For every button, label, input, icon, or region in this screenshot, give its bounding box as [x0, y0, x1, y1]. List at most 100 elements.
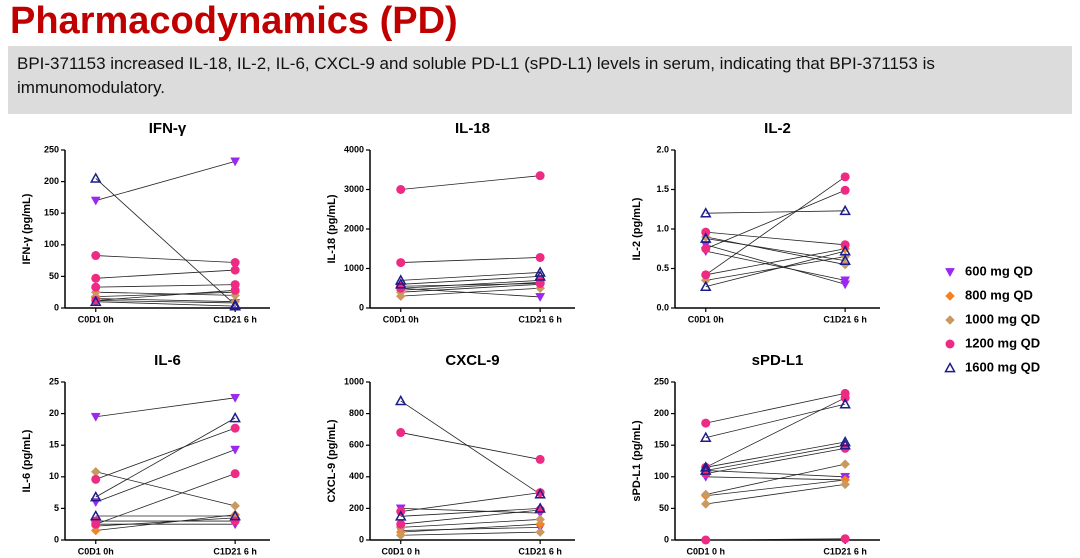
legend-label: 600 mg QD — [965, 263, 1033, 278]
pair-line — [95, 291, 236, 298]
point — [840, 240, 850, 250]
pair-line — [400, 523, 541, 533]
point — [230, 257, 240, 267]
pair-line — [705, 392, 846, 424]
pair-line — [705, 447, 846, 475]
point — [535, 293, 546, 302]
point — [230, 516, 240, 526]
y-tick-label: 0 — [54, 534, 59, 544]
point — [230, 445, 241, 455]
pair-line — [400, 508, 541, 517]
x-tick-label: C0D1 0h — [688, 314, 724, 324]
point — [839, 204, 851, 216]
pair-line — [705, 238, 846, 261]
legend-marker — [944, 361, 956, 373]
pair-line — [95, 417, 236, 498]
legend-label: 1000 mg QD — [965, 311, 1040, 326]
point — [91, 474, 101, 484]
pair-line — [95, 514, 236, 531]
point — [535, 527, 546, 537]
pair-line — [95, 178, 236, 306]
x-tick-label: C1D21 6 h — [823, 546, 867, 556]
y-tick-label: 0.0 — [656, 302, 669, 312]
legend-marker — [945, 291, 955, 301]
y-tick-label: 50 — [49, 271, 59, 281]
y-tick-label: 400 — [349, 471, 364, 481]
point — [699, 232, 712, 243]
point — [701, 418, 711, 428]
point — [701, 535, 711, 545]
pair-line — [95, 291, 236, 296]
x-tick-label: C0D1 0h — [78, 314, 114, 324]
pair-line — [705, 463, 846, 495]
y-tick-label: 1.0 — [656, 223, 669, 233]
point — [90, 412, 101, 422]
pair-line — [705, 403, 846, 439]
pair-line — [400, 531, 541, 536]
point — [394, 278, 407, 289]
pair-line — [400, 283, 541, 293]
pair-line — [705, 479, 846, 497]
point — [701, 270, 711, 280]
y-tick-label: 50 — [659, 503, 669, 513]
y-tick-label: 800 — [349, 408, 364, 418]
pair-line — [95, 471, 236, 507]
point — [395, 530, 406, 541]
pair-line — [400, 287, 541, 297]
point — [89, 490, 102, 502]
point — [535, 252, 545, 262]
point — [230, 501, 241, 511]
pair-line — [705, 444, 846, 471]
pair-line — [95, 427, 236, 480]
point — [840, 534, 850, 544]
y-axis-label: CXCL-9 (pg/mL) — [326, 419, 338, 502]
pair-line — [95, 300, 236, 304]
legend-label: 800 mg QD — [965, 287, 1033, 302]
point — [230, 469, 240, 479]
pair-line — [705, 189, 846, 250]
pair-line — [400, 272, 541, 281]
legend-marker — [945, 339, 955, 349]
point — [535, 454, 545, 464]
point — [394, 394, 407, 406]
point — [840, 172, 850, 182]
point — [699, 207, 712, 218]
y-tick-label: 2000 — [344, 223, 364, 233]
point — [534, 266, 546, 277]
y-tick-label: 150 — [654, 440, 669, 450]
point — [840, 459, 851, 470]
point — [89, 509, 102, 521]
y-tick-label: 0.5 — [656, 263, 669, 273]
pair-line — [705, 231, 846, 246]
point — [89, 295, 102, 307]
y-axis-label: sPD-L1 (pg/mL) — [631, 420, 643, 502]
pair-line — [400, 283, 541, 287]
x-tick-label: C1D21 6 h — [213, 314, 257, 324]
y-tick-label: 200 — [349, 503, 364, 513]
point — [91, 273, 101, 283]
pair-line — [705, 250, 846, 281]
legend-label: 1200 mg QD — [965, 335, 1040, 350]
y-tick-label: 200 — [654, 408, 669, 418]
y-tick-label: 0 — [664, 534, 669, 544]
point — [396, 185, 406, 194]
pair-line — [705, 248, 846, 276]
pair-line — [400, 279, 541, 289]
point — [396, 258, 406, 268]
pair-line — [400, 175, 541, 190]
pair-line — [705, 470, 846, 478]
point — [91, 282, 101, 292]
point — [230, 285, 240, 295]
point — [229, 411, 241, 423]
pair-line — [400, 257, 541, 263]
description: BPI-371153 increased IL-18, IL-2, IL-6, … — [8, 46, 1072, 114]
y-tick-label: 600 — [349, 440, 364, 450]
x-tick-label: C1D21 6 h — [518, 546, 562, 556]
y-tick-label: 4000 — [344, 144, 364, 154]
pair-line — [95, 284, 236, 288]
pair-line — [400, 492, 541, 512]
point — [840, 479, 851, 490]
pair-line — [705, 236, 846, 265]
point — [699, 464, 712, 475]
